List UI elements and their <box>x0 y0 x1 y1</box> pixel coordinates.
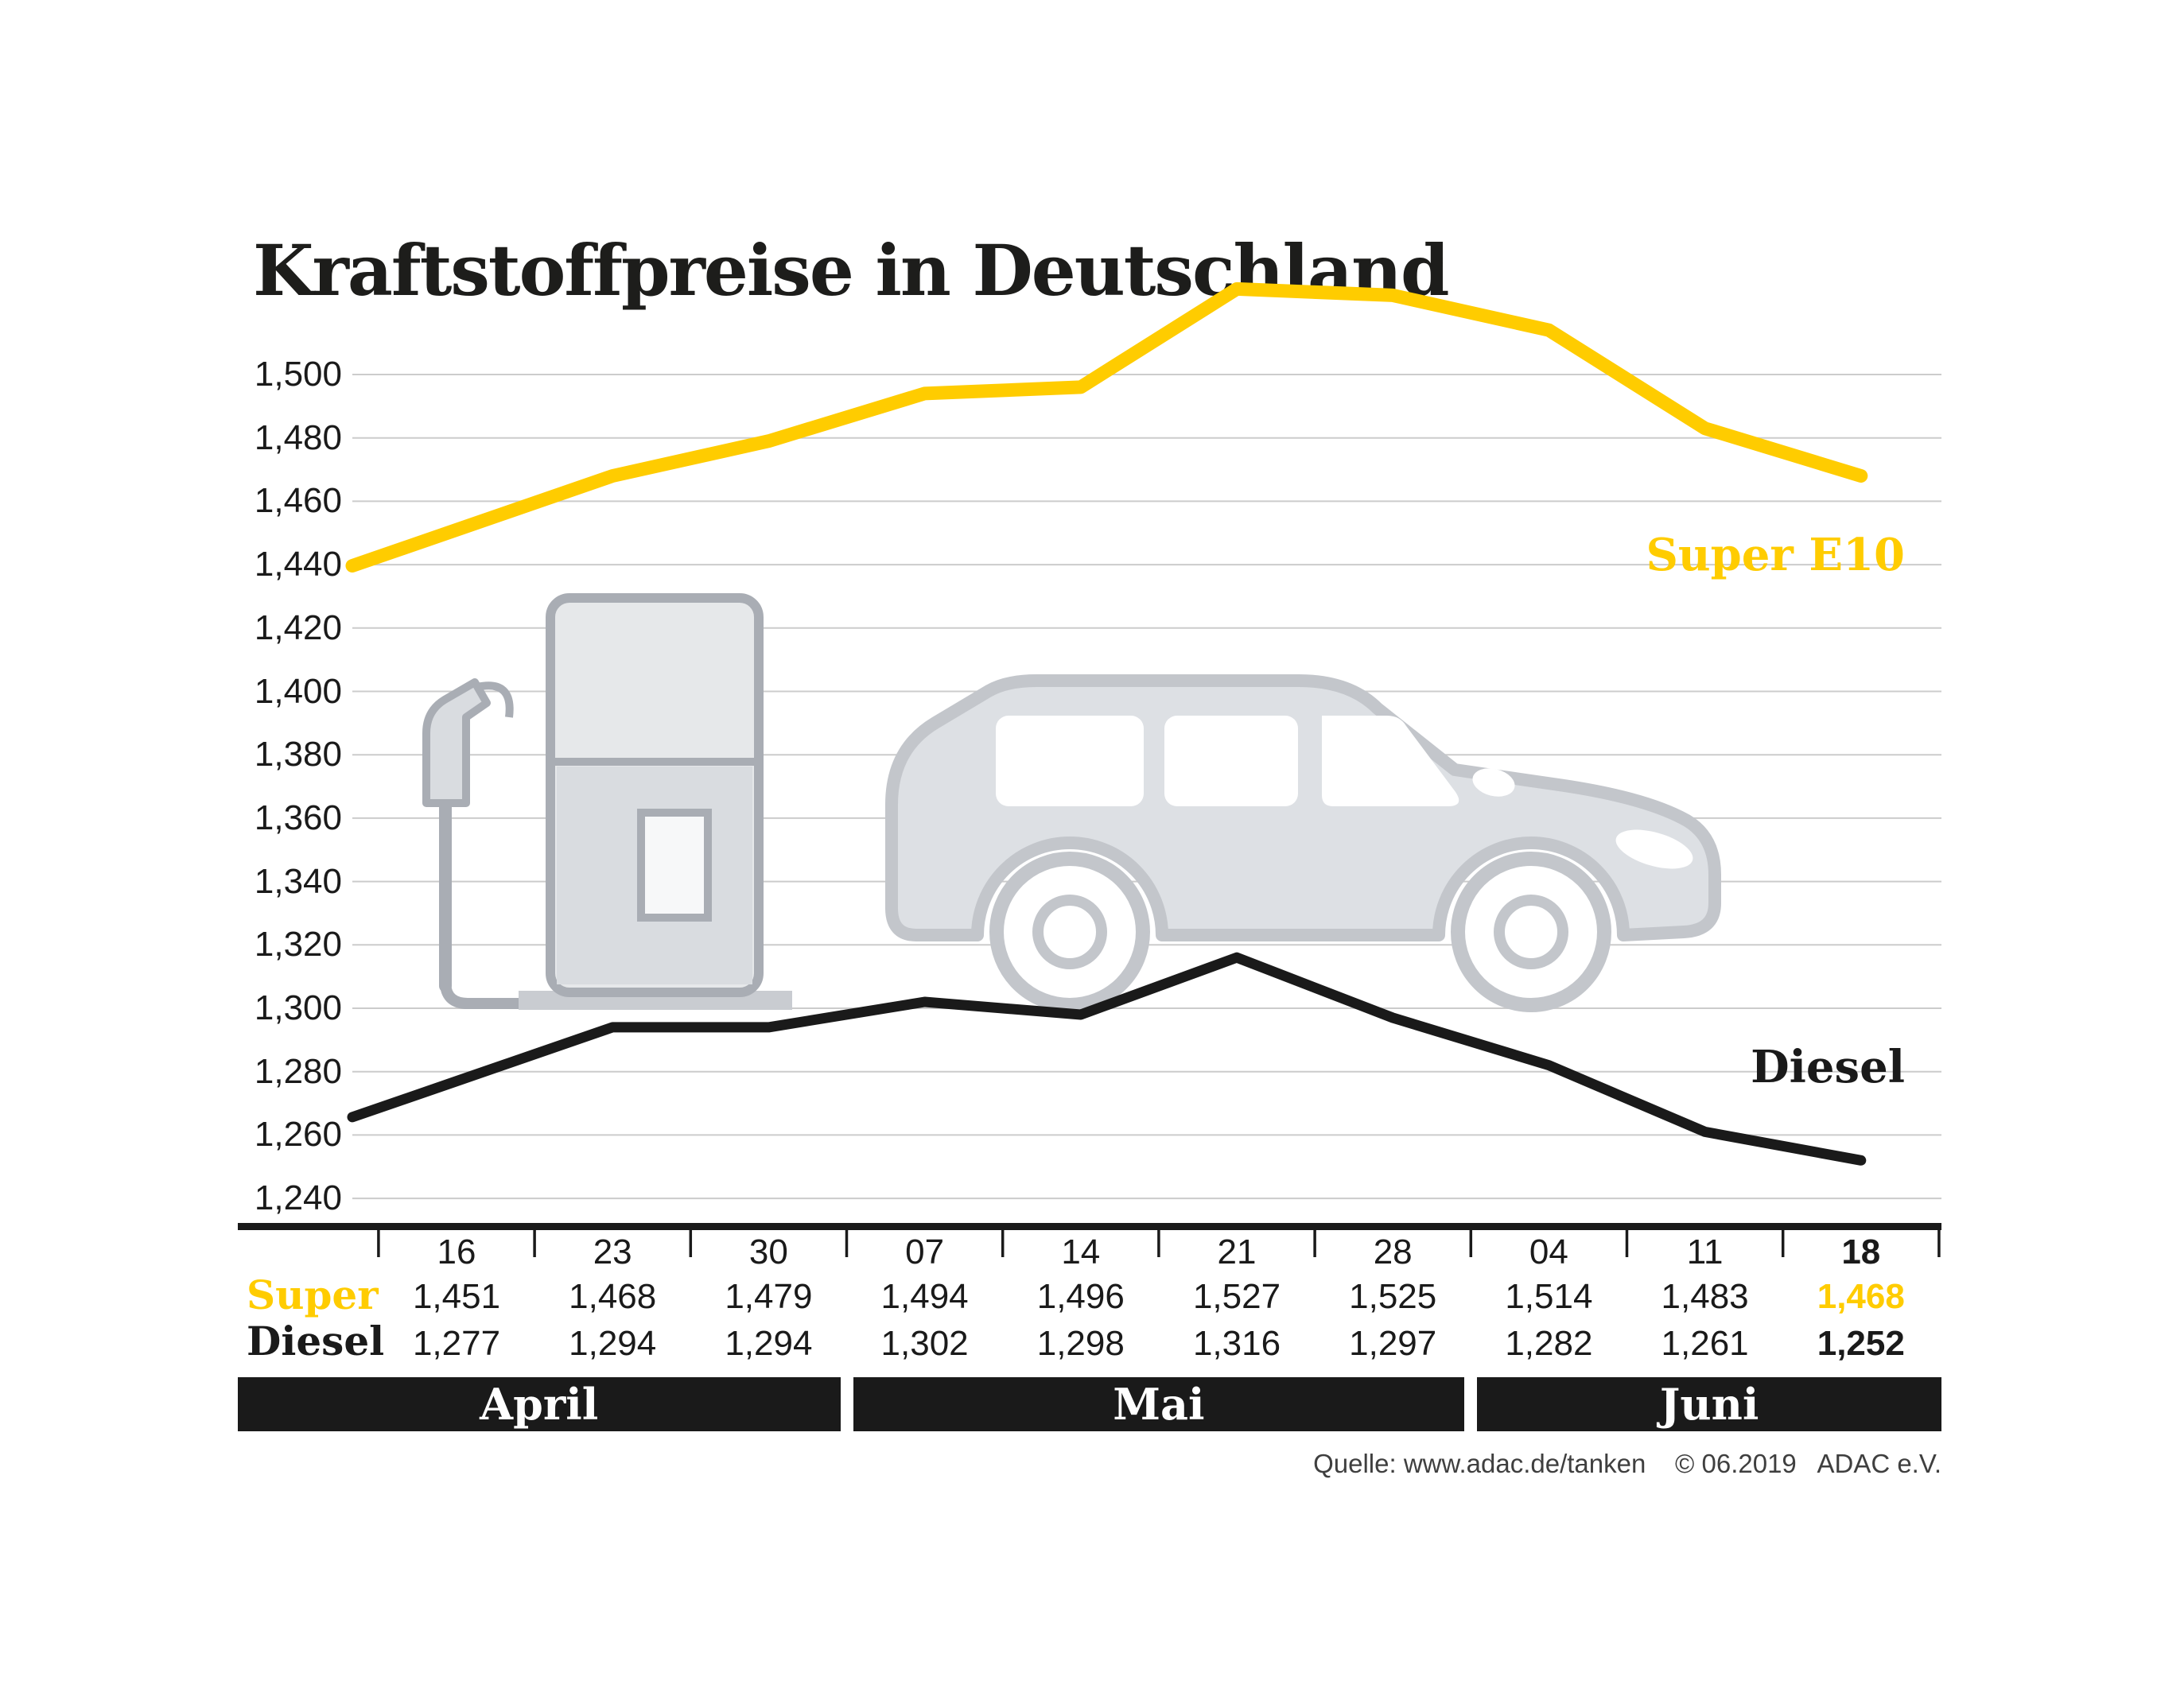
month-band: April <box>238 1377 841 1431</box>
y-axis-label: 1,280 <box>254 1051 342 1091</box>
y-axis-label: 1,440 <box>254 545 342 584</box>
super-value: 1,451 <box>412 1277 501 1316</box>
x-tick-label: 18 <box>1841 1232 1881 1271</box>
super-value: 1,527 <box>1192 1277 1281 1316</box>
super-line <box>345 281 1868 573</box>
y-axis-label: 1,480 <box>254 417 342 457</box>
x-tick-label: 04 <box>1529 1232 1568 1271</box>
y-axis-label: 1,400 <box>254 671 342 711</box>
source-note: Quelle: www.adac.de/tanken © 06.2019 ADA… <box>1313 1449 1941 1478</box>
x-tick-label: 11 <box>1686 1232 1724 1271</box>
super-value: 1,514 <box>1505 1277 1593 1316</box>
x-axis <box>238 1223 1941 1257</box>
diesel-value: 1,316 <box>1192 1324 1281 1363</box>
y-axis-label: 1,300 <box>254 988 342 1027</box>
super-value: 1,496 <box>1036 1277 1125 1316</box>
diesel-value: 1,302 <box>880 1324 969 1363</box>
y-axis-label: 1,320 <box>254 925 342 965</box>
diesel-value: 1,298 <box>1036 1324 1125 1363</box>
x-tick-label: 28 <box>1373 1232 1413 1271</box>
super-series-label: Super E10 <box>1646 529 1905 581</box>
diesel-value: 1,297 <box>1349 1324 1437 1363</box>
y-axis-label: 1,460 <box>254 481 342 521</box>
y-axis-label: 1,260 <box>254 1115 342 1155</box>
chart-title: Kraftstoffpreise in Deutschland <box>253 229 1449 312</box>
y-axis-label: 1,500 <box>254 355 342 394</box>
super-value: 1,479 <box>725 1277 813 1316</box>
diesel-value: 1,294 <box>725 1324 813 1363</box>
y-axis-label: 1,420 <box>254 608 342 647</box>
y-axis-label: 1,360 <box>254 798 342 837</box>
super-row-label: Super <box>247 1271 379 1318</box>
diesel-value: 1,282 <box>1505 1324 1593 1363</box>
y-axis-label: 1,380 <box>254 735 342 774</box>
super-value: 1,483 <box>1661 1277 1749 1316</box>
diesel-series-label: Diesel <box>1751 1041 1905 1093</box>
x-tick-label: 30 <box>748 1232 788 1271</box>
super-value: 1,525 <box>1349 1277 1437 1316</box>
car-icon <box>885 674 1721 1012</box>
x-tick-label: 16 <box>437 1232 476 1271</box>
fuel-pump-icon <box>422 593 792 1010</box>
super-value: 1,468 <box>569 1277 657 1316</box>
y-axis-label: 1,340 <box>254 861 342 901</box>
x-tick-label: 14 <box>1061 1232 1101 1271</box>
series-lines <box>345 281 1868 1166</box>
y-axis-label: 1,240 <box>254 1178 342 1218</box>
month-band: Mai <box>853 1377 1465 1431</box>
month-band: Juni <box>1477 1377 1941 1431</box>
diesel-value: 1,277 <box>412 1324 501 1363</box>
diesel-row-label: Diesel <box>247 1318 385 1364</box>
diesel-value: 1,252 <box>1817 1324 1905 1363</box>
diesel-value: 1,294 <box>569 1324 657 1363</box>
diesel-line <box>347 952 1867 1166</box>
x-tick-label: 07 <box>905 1232 945 1271</box>
super-value: 1,468 <box>1817 1277 1905 1316</box>
x-tick-label: 23 <box>593 1232 632 1271</box>
diesel-value: 1,261 <box>1661 1324 1749 1363</box>
super-value: 1,494 <box>880 1277 969 1316</box>
x-tick-label: 21 <box>1217 1232 1257 1271</box>
